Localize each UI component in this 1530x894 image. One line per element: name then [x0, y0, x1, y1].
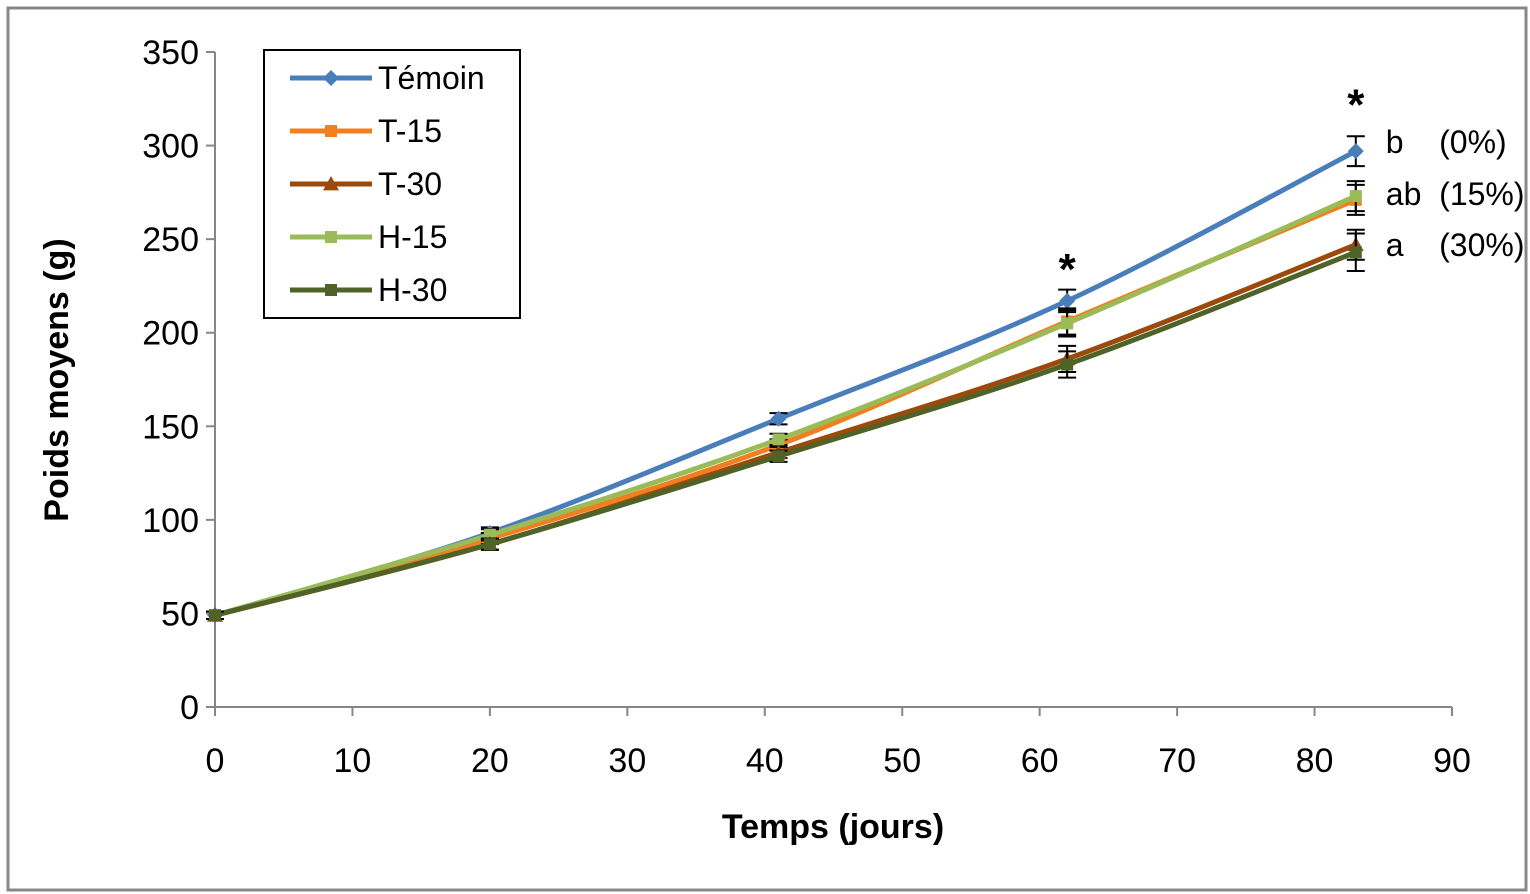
annotation-2: b (0%) [1386, 124, 1507, 160]
annotation-3: ab (15%) [1386, 176, 1525, 212]
series-H-30 [206, 232, 1365, 622]
x-tick-label-8: 80 [1296, 742, 1334, 780]
legend-label-T-15: T-15 [378, 113, 442, 149]
y-tick-label-6: 300 [142, 128, 199, 166]
point-H-15-3 [1061, 317, 1074, 330]
point-Témoin-2 [770, 410, 787, 427]
annotation-4: a (30%) [1386, 227, 1525, 263]
legend-label-H-30: H-30 [378, 272, 447, 308]
y-tick-label-4: 200 [142, 315, 199, 353]
point-H-30-2 [772, 450, 785, 463]
legend-label-H-15: H-15 [378, 219, 447, 255]
y-tick-label-1: 50 [161, 595, 199, 633]
legend-label-Témoin: Témoin [378, 60, 485, 96]
annotation-0: * [1059, 245, 1077, 294]
x-tick-label-3: 30 [608, 742, 646, 780]
x-tick-label-9: 90 [1433, 742, 1471, 780]
legend-marker-H-30 [325, 284, 337, 296]
legend-marker-T-30 [323, 176, 339, 191]
point-H-30-0 [209, 609, 221, 622]
x-tick-label-0: 0 [206, 742, 225, 780]
point-H-30-1 [483, 538, 496, 551]
y-tick-label-0: 0 [180, 689, 199, 727]
y-tick-label-5: 250 [142, 221, 199, 259]
point-Témoin-3 [1059, 292, 1076, 309]
legend-marker-H-15 [325, 231, 337, 243]
point-H-15-2 [772, 433, 785, 446]
point-H-15-4 [1349, 190, 1362, 203]
legend-marker-T-15 [325, 125, 337, 137]
annotation-1: * [1347, 80, 1365, 129]
y-axis-title: Poids moyens (g) [38, 238, 76, 521]
x-tick-label-5: 50 [883, 742, 921, 780]
point-H-30-3 [1061, 358, 1074, 371]
y-tick-label-3: 150 [142, 408, 199, 446]
point-H-30-4 [1349, 246, 1362, 259]
y-tick-label-7: 350 [142, 34, 199, 72]
legend-marker-Témoin [323, 70, 339, 86]
point-Témoin-4 [1347, 143, 1364, 160]
legend-label-T-30: T-30 [378, 166, 442, 202]
y-tick-label-2: 100 [142, 502, 199, 540]
x-axis-title: Temps (jours) [722, 808, 944, 846]
x-tick-label-2: 20 [471, 742, 509, 780]
x-tick-label-4: 40 [746, 742, 784, 780]
x-tick-label-7: 70 [1158, 742, 1196, 780]
x-tick-label-1: 10 [334, 742, 372, 780]
x-tick-label-6: 60 [1021, 742, 1059, 780]
